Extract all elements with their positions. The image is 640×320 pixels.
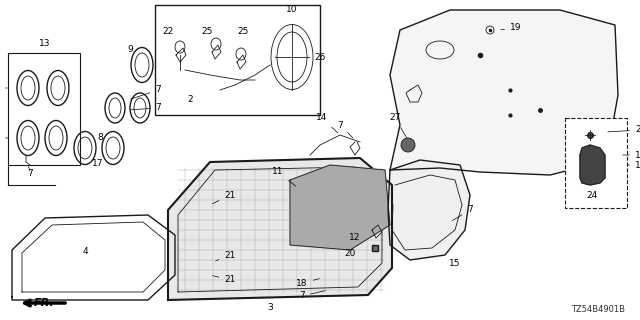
- Text: 10: 10: [286, 5, 298, 14]
- Text: 9: 9: [127, 45, 133, 54]
- Text: 18: 18: [296, 278, 319, 287]
- Text: 19: 19: [500, 23, 522, 33]
- Text: 6: 6: [0, 84, 7, 92]
- Polygon shape: [168, 158, 392, 300]
- Text: 8: 8: [97, 133, 103, 142]
- Text: 24: 24: [586, 191, 598, 201]
- Text: 23: 23: [608, 125, 640, 134]
- Text: 25: 25: [202, 28, 212, 36]
- Text: 5: 5: [0, 133, 8, 142]
- Text: 2: 2: [187, 95, 193, 105]
- Bar: [155, 5, 320, 115]
- Text: 7: 7: [452, 205, 473, 220]
- Bar: [565, 118, 627, 208]
- Text: 7: 7: [131, 103, 161, 113]
- Text: 12: 12: [349, 233, 361, 242]
- Polygon shape: [390, 10, 618, 175]
- Polygon shape: [388, 160, 470, 260]
- Text: 14: 14: [316, 114, 338, 133]
- Text: 27: 27: [389, 114, 406, 138]
- Text: TZ54B4901B: TZ54B4901B: [571, 305, 625, 314]
- Text: 4: 4: [82, 247, 88, 257]
- Text: 21: 21: [216, 251, 236, 261]
- Text: 7: 7: [299, 291, 325, 300]
- Text: 7: 7: [131, 85, 161, 99]
- Text: 25: 25: [237, 28, 249, 36]
- Text: 20: 20: [344, 249, 356, 258]
- Text: 17: 17: [92, 158, 104, 167]
- Polygon shape: [12, 215, 175, 300]
- Bar: [8, 53, 80, 165]
- Text: 22: 22: [163, 28, 173, 36]
- Text: 15: 15: [449, 259, 461, 268]
- Polygon shape: [580, 145, 605, 185]
- Text: 1: 1: [628, 161, 640, 170]
- Text: 11: 11: [272, 167, 296, 186]
- Text: 7: 7: [27, 170, 33, 179]
- Text: 3: 3: [267, 302, 273, 311]
- Text: 13: 13: [39, 38, 51, 47]
- Ellipse shape: [401, 138, 415, 152]
- Text: FR.: FR.: [35, 298, 55, 308]
- Text: 21: 21: [212, 276, 236, 284]
- Text: 21: 21: [212, 190, 236, 204]
- Text: 16: 16: [623, 150, 640, 159]
- Polygon shape: [290, 165, 390, 250]
- Text: 26: 26: [314, 52, 326, 61]
- Text: 7: 7: [337, 121, 353, 138]
